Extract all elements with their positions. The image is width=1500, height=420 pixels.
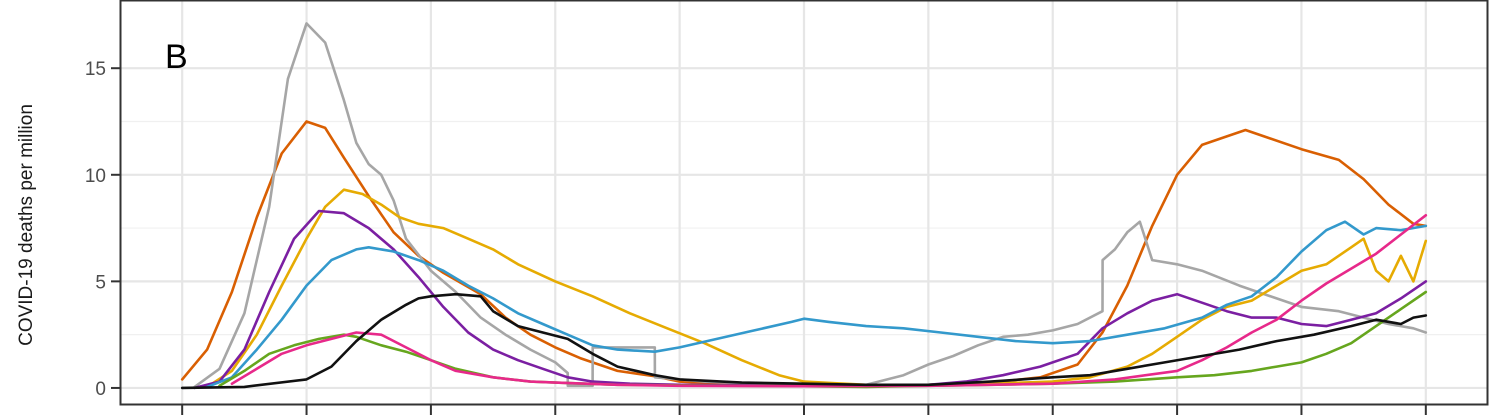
series-line-5 (205, 220, 1428, 389)
panel-label: B (165, 38, 188, 76)
plot-border (119, 0, 1489, 406)
series-lines (180, 22, 1428, 390)
series-line-8 (180, 292, 1428, 390)
series-line-3 (205, 188, 1428, 389)
y-tick-label: 15 (85, 59, 106, 80)
y-tick-label: 0 (95, 379, 106, 400)
series-line-7 (230, 214, 1428, 388)
y-tick-label: 10 (85, 166, 106, 187)
axis-ticks: 0 5 10 15 (85, 59, 1427, 415)
grid-lines (120, 0, 1488, 405)
y-tick-label: 5 (95, 272, 106, 293)
y-axis-title: COVID-19 deaths per million (16, 104, 37, 346)
